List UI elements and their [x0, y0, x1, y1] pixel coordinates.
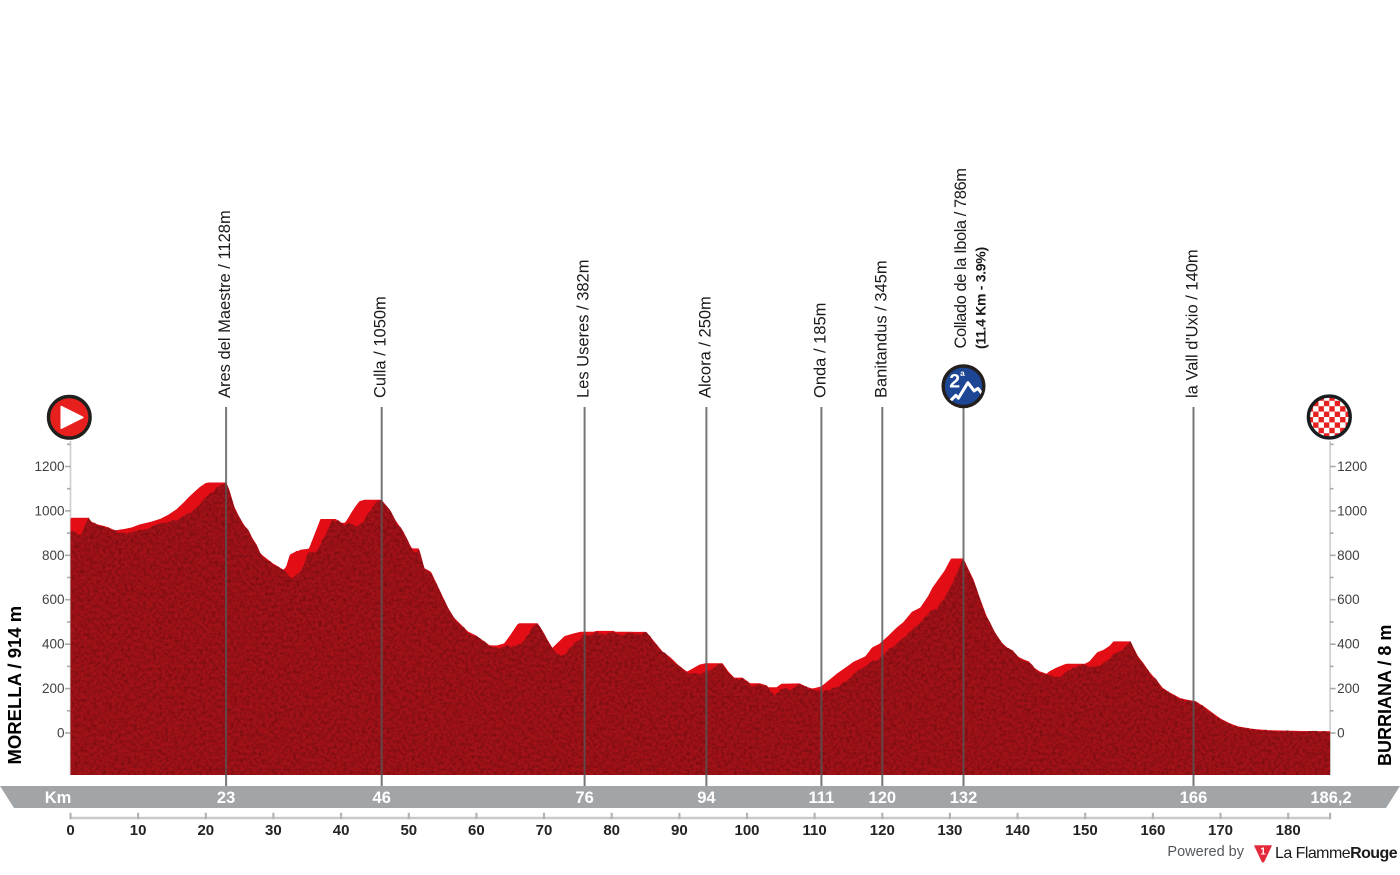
- svg-text:132: 132: [950, 789, 978, 807]
- svg-text:30: 30: [265, 822, 282, 839]
- svg-text:800: 800: [42, 548, 65, 563]
- svg-text:1000: 1000: [1337, 503, 1367, 518]
- svg-text:Km: Km: [45, 789, 72, 807]
- svg-text:70: 70: [536, 822, 553, 839]
- svg-text:la Vall d'Uxio / 140m: la Vall d'Uxio / 140m: [1184, 249, 1202, 398]
- svg-text:110: 110: [802, 822, 826, 839]
- svg-text:10: 10: [130, 822, 147, 839]
- svg-text:20: 20: [197, 822, 214, 839]
- svg-text:40: 40: [333, 822, 350, 839]
- svg-text:Ares del Maestre / 1128m: Ares del Maestre / 1128m: [216, 210, 234, 398]
- svg-text:Collado de la Ibola / 786m: Collado de la Ibola / 786m: [952, 168, 970, 348]
- svg-text:180: 180: [1276, 822, 1301, 839]
- svg-text:90: 90: [671, 822, 688, 839]
- svg-text:ª: ª: [960, 369, 965, 383]
- svg-text:111: 111: [809, 789, 835, 807]
- svg-text:(11.4 Km - 3.9%): (11.4 Km - 3.9%): [973, 247, 989, 349]
- svg-text:800: 800: [1337, 548, 1360, 563]
- svg-text:0: 0: [57, 726, 65, 741]
- svg-text:80: 80: [603, 822, 620, 839]
- svg-text:186,2: 186,2: [1310, 789, 1351, 807]
- svg-text:Banitandus / 345m: Banitandus / 345m: [872, 260, 890, 398]
- svg-text:La FlammeRouge: La FlammeRouge: [1275, 845, 1398, 862]
- svg-text:600: 600: [42, 592, 65, 607]
- svg-text:400: 400: [1337, 637, 1360, 652]
- svg-text:Les Useres / 382m: Les Useres / 382m: [575, 260, 593, 398]
- svg-text:Alcora / 250m: Alcora / 250m: [696, 296, 714, 398]
- svg-text:166: 166: [1180, 789, 1208, 807]
- svg-text:Onda / 185m: Onda / 185m: [811, 303, 829, 398]
- svg-text:600: 600: [1337, 592, 1360, 607]
- svg-text:400: 400: [42, 637, 65, 652]
- svg-text:60: 60: [468, 822, 485, 839]
- svg-text:170: 170: [1208, 822, 1233, 839]
- svg-text:1000: 1000: [34, 503, 64, 518]
- svg-text:94: 94: [697, 789, 716, 807]
- svg-text:0: 0: [66, 822, 74, 839]
- svg-text:200: 200: [42, 681, 65, 696]
- svg-text:1200: 1200: [1337, 459, 1367, 474]
- svg-text:150: 150: [1073, 822, 1098, 839]
- svg-text:0: 0: [1337, 726, 1345, 741]
- svg-text:BURRIANA / 8 m: BURRIANA / 8 m: [1375, 625, 1395, 766]
- svg-text:Culla / 1050m: Culla / 1050m: [372, 296, 390, 398]
- svg-text:120: 120: [869, 789, 897, 807]
- svg-text:200: 200: [1337, 681, 1360, 696]
- svg-text:120: 120: [870, 822, 895, 839]
- svg-text:1: 1: [1260, 847, 1266, 858]
- svg-text:1200: 1200: [34, 459, 64, 474]
- svg-text:50: 50: [400, 822, 417, 839]
- svg-text:2: 2: [949, 371, 960, 393]
- svg-text:23: 23: [217, 789, 235, 807]
- svg-text:160: 160: [1140, 822, 1165, 839]
- svg-text:130: 130: [937, 822, 962, 839]
- svg-text:MORELLA / 914 m: MORELLA / 914 m: [4, 606, 25, 765]
- svg-text:76: 76: [575, 789, 593, 807]
- svg-text:Powered by: Powered by: [1167, 844, 1244, 860]
- svg-text:100: 100: [734, 822, 759, 839]
- svg-text:140: 140: [1005, 822, 1030, 839]
- svg-text:46: 46: [373, 789, 391, 807]
